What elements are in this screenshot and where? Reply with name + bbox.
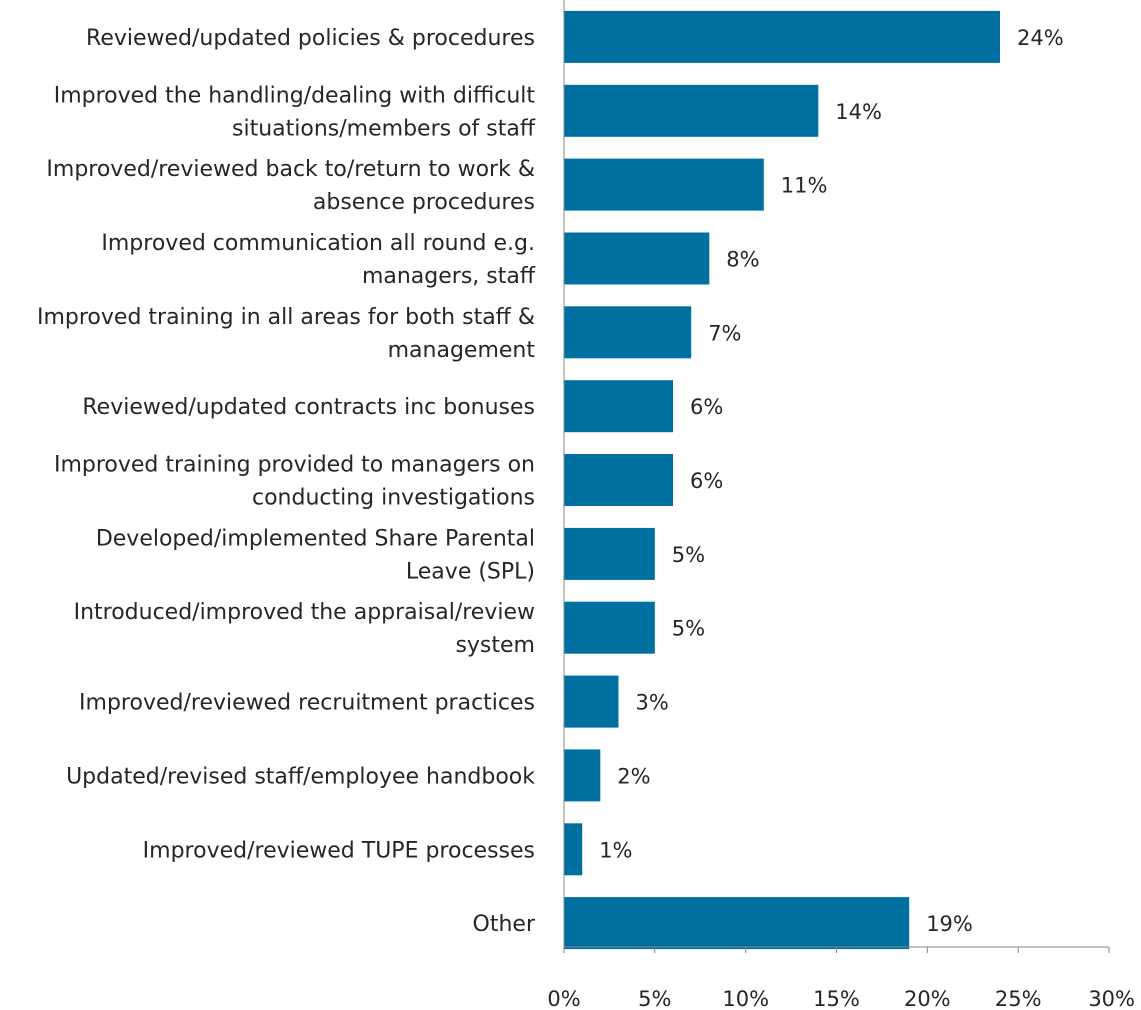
data-label: 6% — [690, 469, 723, 493]
category-label: Improved/reviewed back to/return to work… — [46, 157, 535, 182]
data-label: 11% — [781, 174, 828, 198]
data-label: 6% — [690, 395, 723, 419]
x-tick-label: 5% — [638, 987, 671, 1010]
x-tick-label: 20% — [904, 987, 951, 1010]
category-label: Introduced/improved the appraisal/review — [74, 600, 535, 625]
data-label: 14% — [835, 100, 882, 124]
x-tick-label: 30% — [1088, 987, 1135, 1010]
category-label: Reviewed/updated policies & procedures — [86, 26, 535, 51]
category-label: system — [455, 633, 535, 658]
value-labels: 24% 14% 11% 8% 7% 6% 6% 5% 5% 3% 2% 1% 19% — [599, 26, 1063, 936]
category-label: Updated/revised staff/employee handbook — [66, 764, 535, 789]
bars-layer — [564, 10, 1000, 950]
category-label: Leave (SPL) — [406, 559, 535, 584]
x-axis-ticks: 0% 5% 10% 15% 20% 25% 30% — [547, 947, 1135, 1010]
x-tick-label: 15% — [813, 987, 860, 1010]
data-label: 24% — [1017, 26, 1064, 50]
category-label: Improved communication all round e.g. — [101, 231, 535, 256]
x-tick-label: 10% — [722, 987, 769, 1010]
data-label: 5% — [672, 617, 705, 641]
bar — [564, 380, 673, 433]
data-label: 2% — [617, 764, 650, 788]
data-label: 3% — [636, 691, 669, 715]
bar — [564, 232, 710, 285]
category-label: management — [388, 338, 536, 363]
category-label: situations/members of staff — [232, 116, 536, 141]
data-label: 8% — [726, 248, 759, 272]
category-label: absence procedures — [313, 190, 535, 215]
bar — [564, 158, 764, 211]
bar — [564, 823, 583, 876]
data-label: 5% — [672, 543, 705, 567]
data-label: 19% — [926, 912, 973, 936]
category-label: Improved/reviewed TUPE processes — [143, 838, 535, 863]
category-label: conducting investigations — [252, 486, 535, 511]
category-label: Improved training in all areas for both … — [37, 305, 535, 330]
category-label: Other — [473, 912, 536, 937]
x-tick-label: 0% — [547, 987, 580, 1010]
data-label: 1% — [599, 838, 632, 862]
category-label: Improved training provided to managers o… — [54, 453, 535, 478]
category-labels: Reviewed/updated policies & procedures Im… — [37, 26, 536, 937]
bar — [564, 84, 819, 137]
category-label: Improved/reviewed recruitment practices — [79, 691, 535, 716]
bar — [564, 601, 655, 654]
bar — [564, 675, 619, 728]
bar — [564, 897, 910, 950]
bar — [564, 454, 673, 506]
data-label: 7% — [708, 321, 741, 345]
bar — [564, 10, 1000, 63]
category-label: managers, staff — [362, 264, 536, 289]
bar — [564, 749, 601, 802]
bar — [564, 306, 692, 359]
category-label: Reviewed/updated contracts inc bonuses — [82, 395, 535, 420]
category-label: Developed/implemented Share Parental — [96, 526, 535, 551]
bar — [564, 527, 655, 580]
category-label: Improved the handling/dealing with diffi… — [54, 83, 536, 108]
x-tick-label: 25% — [995, 987, 1042, 1010]
